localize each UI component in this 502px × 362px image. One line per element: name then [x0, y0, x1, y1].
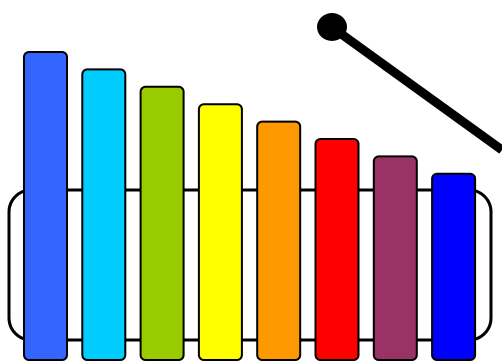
xylophone-bar-4 [197, 103, 243, 361]
xylophone-bar-1 [23, 51, 68, 361]
mallet-stick [330, 24, 502, 154]
xylophone-bar-3 [139, 85, 185, 362]
xylophone-bar-5 [256, 120, 302, 361]
mallet-head [317, 13, 347, 41]
xylophone-bar-8 [431, 172, 477, 361]
xylophone-bars [23, 51, 477, 362]
xylophone-bar-7 [372, 155, 418, 361]
xylophone-bar-6 [314, 138, 360, 361]
xylophone-frame [7, 188, 493, 342]
xylophone-bar-2 [81, 68, 127, 362]
mallet [317, 13, 502, 154]
